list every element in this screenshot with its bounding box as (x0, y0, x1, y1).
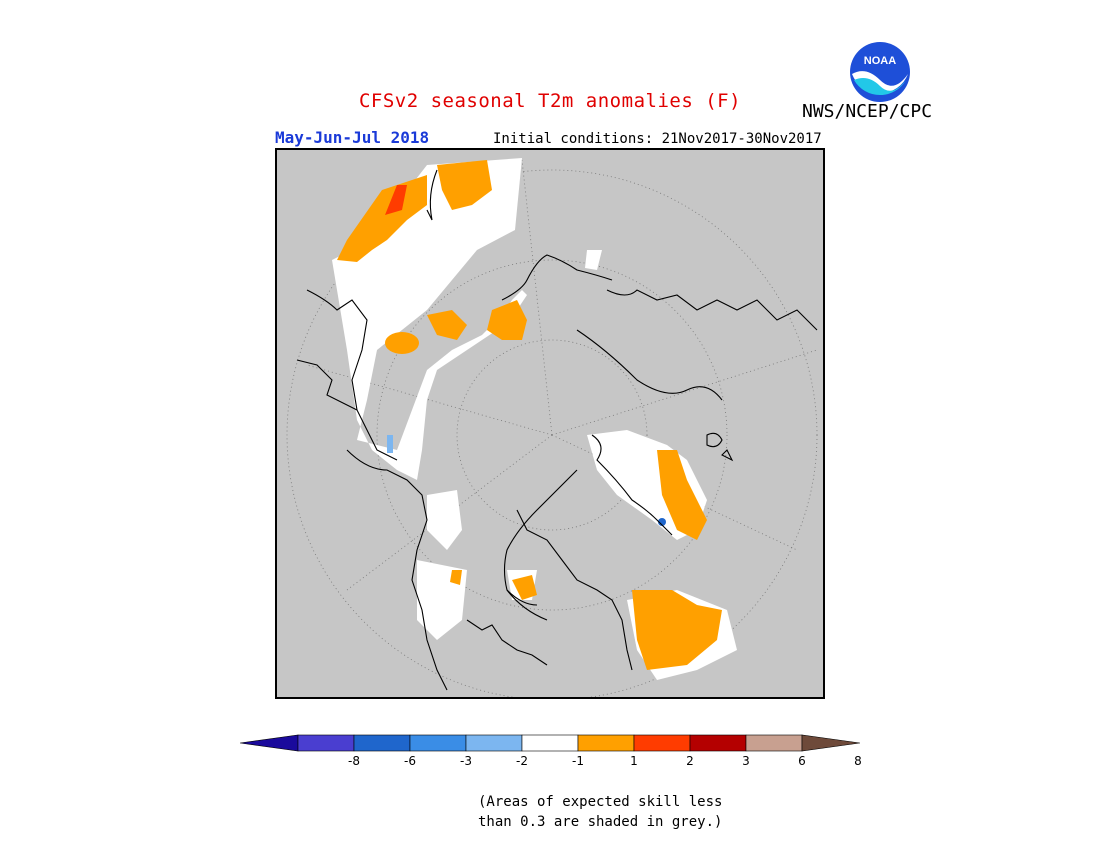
colorbar-tick-label: -2 (516, 754, 528, 768)
colorbar-swatch (465, 734, 523, 752)
color-scale-bar (239, 733, 861, 753)
colorbar-tick-label: -6 (404, 754, 416, 768)
note-line-2: than 0.3 are shaded in grey.) (478, 814, 723, 830)
chart-title: CFSv2 seasonal T2m anomalies (F) (358, 90, 742, 112)
skill-note: (Areas of expected skill less than 0.3 a… (478, 792, 722, 832)
cool-point (658, 518, 666, 526)
colorbar-swatch (689, 734, 747, 752)
colorbar-swatch (353, 734, 411, 752)
colorbar-left-arrow (239, 734, 299, 752)
initial-conditions: Initial conditions: 21Nov2017-30Nov2017 (493, 131, 822, 147)
colorbar-swatch (521, 734, 579, 752)
colorbar-swatch (577, 734, 635, 752)
colorbar-tick-label: 6 (798, 754, 806, 768)
hot-anomaly-region (385, 185, 407, 215)
logo-text: NOAA (864, 55, 896, 67)
colorbar-swatch (297, 734, 355, 752)
noaa-logo: NOAA (848, 40, 912, 104)
colorbar-right-arrow (801, 734, 861, 752)
polar-map (275, 148, 825, 699)
colorbar-tick-label: -3 (460, 754, 472, 768)
colorbar-tick-label: 2 (686, 754, 694, 768)
colorbar-tick-label: 3 (742, 754, 750, 768)
colorbar-tick-label: -1 (572, 754, 584, 768)
coastlines (296, 169, 818, 691)
forecast-period: May-Jun-Jul 2018 (275, 128, 430, 147)
note-line-1: (Areas of expected skill less (478, 794, 723, 810)
colorbar-tick-label: -8 (348, 754, 360, 768)
colorbar-swatch (745, 734, 803, 752)
colorbar-swatch (633, 734, 691, 752)
colorbar-swatch (409, 734, 467, 752)
colorbar-tick-label: 8 (854, 754, 862, 768)
colorbar-tick-label: 1 (630, 754, 638, 768)
organization-label: NWS/NCEP/CPC (802, 101, 933, 122)
cool-anomaly-region (387, 435, 393, 453)
